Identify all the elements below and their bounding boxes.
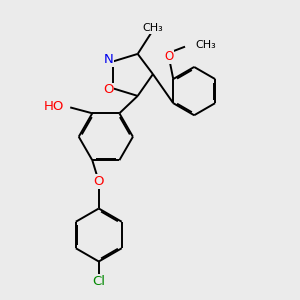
Text: N: N [103,53,113,66]
Text: O: O [103,83,113,97]
Text: HO: HO [44,100,64,113]
Text: CH₃: CH₃ [142,23,163,33]
Text: CH₃: CH₃ [195,40,216,50]
Text: O: O [164,50,173,64]
Text: O: O [94,175,104,188]
Text: Cl: Cl [92,275,105,288]
